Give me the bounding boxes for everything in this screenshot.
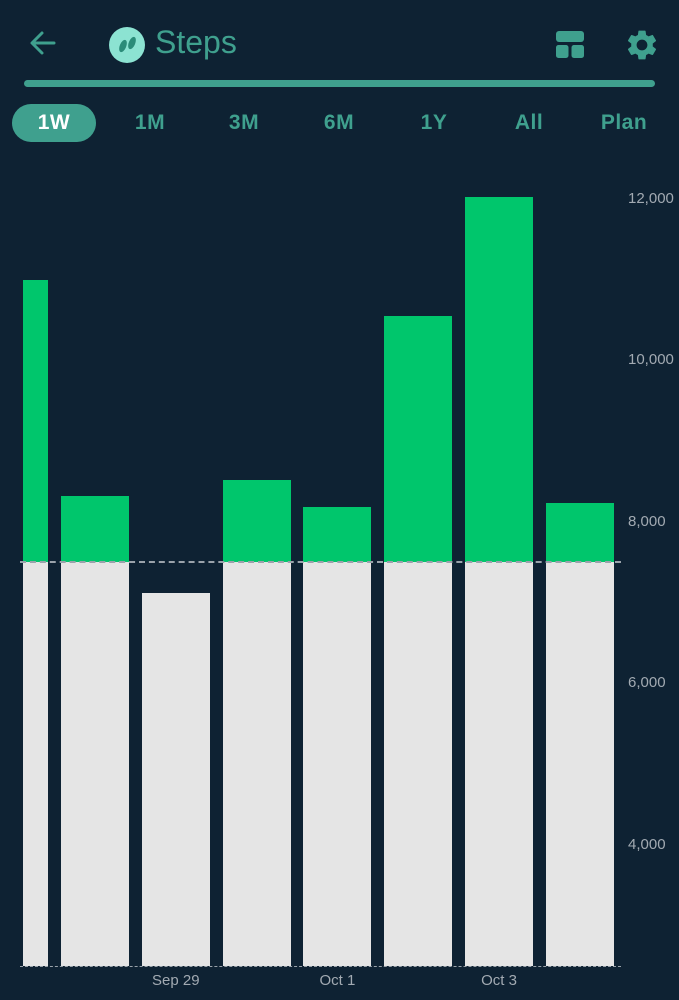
bar-above-goal	[61, 495, 129, 563]
bar-below-goal	[61, 562, 129, 966]
goal-line	[20, 561, 621, 564]
tab-1w[interactable]: 1W	[12, 104, 96, 142]
x-tick-label: Sep 29	[152, 971, 200, 989]
page-title: Steps	[155, 24, 237, 60]
bar[interactable]	[545, 503, 614, 966]
bar[interactable]	[23, 279, 48, 966]
bar[interactable]	[303, 507, 372, 966]
back-button[interactable]	[26, 26, 60, 60]
x-tick-label: Oct 1	[319, 971, 356, 989]
tab-all[interactable]: All	[514, 111, 544, 134]
bar[interactable]	[384, 316, 453, 966]
y-tick-label: 12,000	[628, 190, 674, 207]
bar-below-goal	[303, 562, 372, 966]
x-tick-label: Oct 3	[481, 971, 517, 989]
baseline	[20, 965, 621, 967]
tab-6m[interactable]: 6M	[323, 111, 355, 134]
gear-icon	[627, 30, 657, 60]
tab-3m[interactable]: 3M	[228, 111, 260, 134]
y-tick-label: 6,000	[628, 674, 666, 692]
bar-below-goal	[23, 562, 48, 966]
tab-plan[interactable]: Plan	[600, 111, 648, 134]
bar-below-goal	[141, 592, 210, 966]
bar-above-goal	[465, 197, 533, 563]
settings-button[interactable]	[624, 27, 660, 63]
header-divider	[24, 80, 655, 87]
bar-below-goal	[545, 562, 614, 966]
bar-above-goal	[222, 479, 291, 563]
bar-below-goal	[384, 562, 453, 966]
tab-1m[interactable]: 1M	[134, 111, 166, 134]
range-tabs: 1W 1M 3M 6M 1Y All Plan	[0, 104, 679, 144]
tab-1y[interactable]: 1Y	[420, 111, 448, 134]
layout-button[interactable]	[554, 30, 586, 60]
bar-above-goal	[384, 316, 453, 563]
y-tick-label: 4,000	[628, 835, 666, 853]
dashboard-layout-icon	[556, 31, 584, 58]
bar[interactable]	[61, 495, 129, 966]
bar[interactable]	[222, 479, 291, 966]
bar[interactable]	[141, 592, 210, 966]
y-tick-label: 8,000	[628, 512, 666, 530]
bar-above-goal	[545, 503, 614, 563]
app-header: Steps	[0, 0, 679, 90]
bar[interactable]	[465, 197, 533, 966]
bar-above-goal	[23, 279, 48, 563]
y-tick-label: 10,000	[628, 351, 674, 369]
bar-above-goal	[303, 507, 372, 563]
steps-chart[interactable]: 4,000 6,000 8,000 10,000 12,000 Sep 29 O…	[0, 150, 679, 1000]
footprints-icon	[109, 27, 145, 63]
bar-below-goal	[465, 562, 533, 966]
bar-below-goal	[222, 562, 291, 966]
arrow-left-icon	[30, 31, 56, 55]
